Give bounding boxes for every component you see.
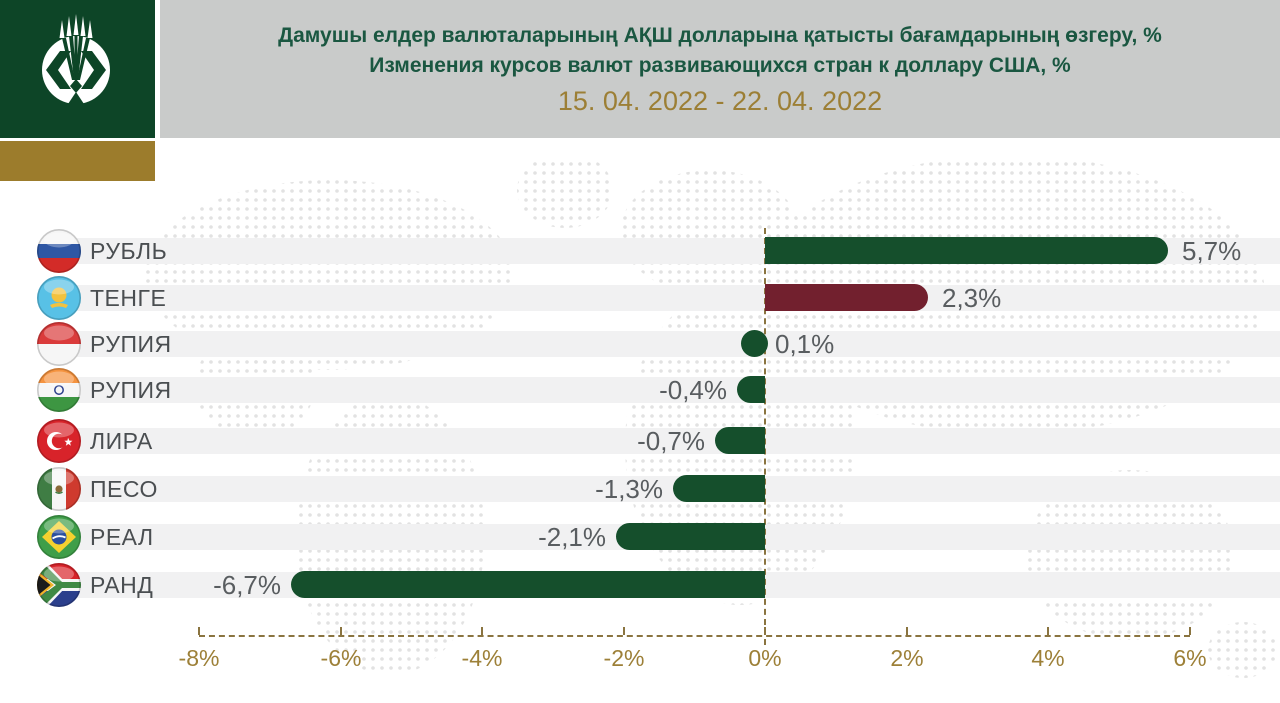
x-axis-tick xyxy=(481,627,483,635)
x-axis-tick-label: 0% xyxy=(748,645,782,671)
south-africa-flag-icon xyxy=(37,563,81,607)
currency-label: ТЕНГЕ xyxy=(90,285,167,311)
gold-accent-band xyxy=(0,141,155,181)
row-background-stripe xyxy=(37,428,1280,454)
bar xyxy=(765,284,928,311)
currency-label: РАНД xyxy=(90,572,154,598)
bar xyxy=(291,571,765,598)
x-axis-tick xyxy=(764,627,766,635)
chart-title-russian: Изменения курсов валют развивающихся стр… xyxy=(369,53,1071,77)
bar xyxy=(737,376,765,403)
chart-title-kazakh: Дамушы елдер валюталарының АҚШ долларына… xyxy=(278,23,1162,47)
currency-label: РУПИЯ xyxy=(90,377,172,403)
x-axis-tick xyxy=(906,627,908,635)
turkey-flag-icon xyxy=(37,419,81,463)
bar xyxy=(741,330,768,357)
x-axis-tick xyxy=(340,627,342,635)
x-axis-tick-label: -8% xyxy=(178,645,220,671)
bar xyxy=(765,237,1168,264)
value-label: -0,7% xyxy=(637,426,705,456)
row-background-stripe xyxy=(37,476,1280,502)
x-axis-tick-label: -2% xyxy=(603,645,645,671)
kazakhstan-flag-icon xyxy=(37,276,81,320)
currency-label: ПЕСО xyxy=(90,476,158,502)
date-period: 15. 04. 2022 - 22. 04. 2022 xyxy=(557,85,883,116)
value-label: 0,1% xyxy=(775,329,835,359)
x-axis-dashed-line xyxy=(199,635,1190,637)
value-label: -0,4% xyxy=(659,375,727,405)
india-flag-icon xyxy=(37,368,81,412)
currency-label: ЛИРА xyxy=(90,428,153,454)
x-axis-tick xyxy=(198,627,200,635)
russia-flag-icon xyxy=(37,229,81,273)
value-label: -6,7% xyxy=(213,570,281,600)
x-axis-tick-label: 4% xyxy=(1031,645,1065,671)
value-label: -1,3% xyxy=(595,474,663,504)
row-background-stripe xyxy=(37,331,1280,357)
row-background-stripe xyxy=(37,377,1280,403)
x-axis-tick xyxy=(623,627,625,635)
national-bank-kazakhstan-emblem-icon xyxy=(42,14,110,104)
bar xyxy=(616,523,765,550)
x-axis-tick xyxy=(1189,627,1191,635)
zero-baseline-dashed xyxy=(764,228,766,645)
bar xyxy=(673,475,765,502)
x-axis-tick-label: -6% xyxy=(320,645,362,671)
currency-label: РЕАЛ xyxy=(90,524,154,550)
currency-label: РУПИЯ xyxy=(90,331,172,357)
bar xyxy=(715,427,765,454)
indonesia-flag-icon xyxy=(37,322,81,366)
brazil-flag-icon xyxy=(37,515,81,559)
header: Дамушы елдер валюталарының АҚШ долларына… xyxy=(160,0,1280,138)
x-axis-tick-label: 6% xyxy=(1173,645,1207,671)
currency-label: РУБЛЬ xyxy=(90,238,168,264)
row-background-stripe xyxy=(37,285,1280,311)
value-label: -2,1% xyxy=(538,522,606,552)
x-axis-tick-label: -4% xyxy=(461,645,503,671)
mexico-flag-icon xyxy=(37,467,81,511)
value-label: 5,7% xyxy=(1182,236,1242,266)
value-label: 2,3% xyxy=(942,283,1002,313)
x-axis-tick xyxy=(1047,627,1049,635)
logo-square xyxy=(0,0,155,138)
x-axis-tick-label: 2% xyxy=(890,645,924,671)
